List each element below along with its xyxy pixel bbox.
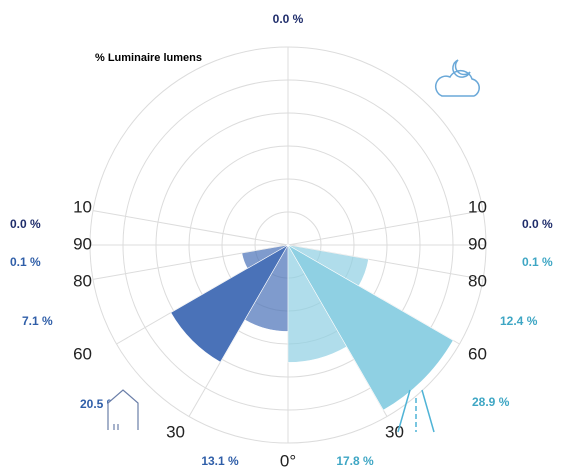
value-label: 0.0 %: [10, 217, 41, 231]
chart-title: % Luminaire lumens: [95, 52, 202, 64]
value-label: 28.9 %: [472, 395, 510, 409]
wedges: [170, 243, 454, 411]
wedge: [241, 244, 289, 269]
wedge: [287, 244, 454, 411]
house-icon: [107, 389, 139, 430]
value-label: 0.1 %: [522, 255, 553, 269]
value-label: 13.1 %: [201, 454, 239, 468]
top-value-label: 0.0 %: [273, 12, 304, 26]
angle-label: 30: [166, 422, 185, 441]
wedge: [287, 244, 369, 287]
value-label: 0.0 %: [522, 217, 553, 231]
spoke: [287, 210, 484, 246]
spoke: [92, 210, 289, 246]
angle-label: 60: [73, 344, 92, 363]
angle-label: 10: [468, 197, 487, 216]
angle-label: 60: [468, 344, 487, 363]
value-label: 17.8 %: [336, 454, 374, 468]
wedge: [170, 244, 289, 363]
angle-label: 90: [468, 234, 487, 253]
angle-label: 10: [73, 197, 92, 216]
light-rays-icon: [397, 389, 435, 433]
value-label: 12.4 %: [500, 314, 538, 328]
value-label: 0.1 %: [10, 255, 41, 269]
angle-label: 80: [73, 271, 92, 290]
angle-label: 30: [385, 422, 404, 441]
value-label: 7.1 %: [22, 314, 53, 328]
cloud-moon-icon: [434, 59, 480, 97]
angle-label: 0°: [280, 451, 296, 470]
angle-label: 90: [73, 234, 92, 253]
angle-label: 80: [468, 271, 487, 290]
